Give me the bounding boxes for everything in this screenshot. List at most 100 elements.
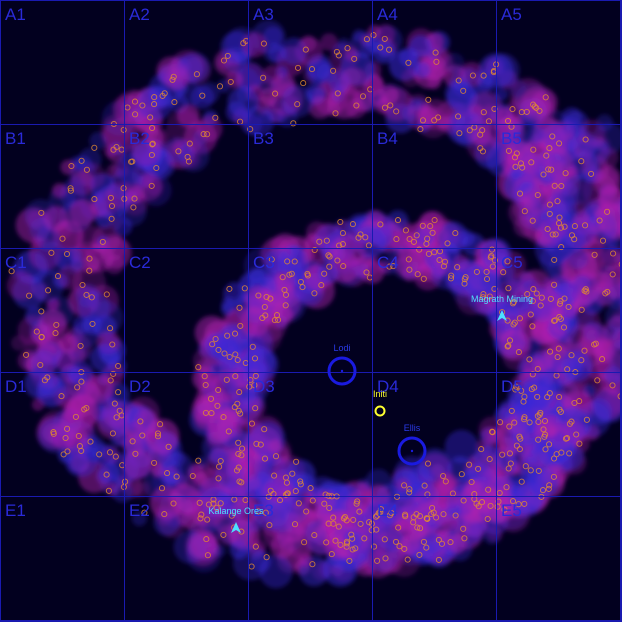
ore-deposit: [139, 102, 146, 109]
ore-deposit: [417, 126, 424, 133]
ore-deposit: [8, 268, 15, 275]
ore-deposit: [86, 267, 93, 274]
ore-deposit: [432, 49, 439, 56]
ore-deposit: [352, 545, 359, 552]
ore-deposit: [139, 432, 146, 439]
ore-deposit: [515, 349, 522, 356]
planet-label-ellis[interactable]: Ellis: [403, 423, 421, 433]
ore-deposit: [377, 221, 384, 228]
ore-deposit: [154, 433, 162, 440]
asteroid-cloud: [249, 348, 275, 374]
ore-deposit: [414, 524, 421, 531]
ore-deposit: [161, 511, 168, 518]
ore-deposit: [261, 426, 268, 433]
ore-deposit: [54, 273, 62, 280]
asteroid-cloud: [218, 493, 231, 505]
asteroid-cloud: [423, 533, 443, 553]
ore-deposit: [217, 457, 224, 465]
ore-deposit: [462, 274, 469, 281]
ore-deposit: [297, 478, 304, 485]
ore-deposit: [564, 366, 571, 373]
ore-deposit: [79, 281, 86, 289]
ore-deposit: [103, 291, 110, 298]
asteroid-cloud: [277, 493, 309, 525]
asteroid-cloud: [407, 104, 434, 131]
ore-deposit: [538, 294, 545, 301]
asteroid-clouds: [6, 19, 622, 589]
asteroid-cloud: [604, 366, 622, 385]
ore-deposit: [368, 527, 375, 534]
ore-deposit: [582, 222, 589, 229]
player-label-initi[interactable]: Initi: [372, 389, 388, 399]
ore-deposit: [578, 357, 585, 364]
ore-deposit: [149, 141, 156, 148]
asteroid-cloud: [268, 439, 282, 453]
asteroid-cloud: [521, 184, 551, 214]
asteroid-cloud: [131, 136, 162, 166]
ore-deposit: [512, 163, 519, 170]
ore-deposit: [511, 419, 518, 426]
ore-deposit: [151, 459, 158, 466]
ore-deposit: [109, 430, 116, 437]
ore-deposit: [237, 322, 244, 329]
ore-deposit: [529, 217, 536, 224]
ore-deposit: [480, 72, 487, 79]
ore-deposit: [361, 535, 368, 542]
asteroid-cloud: [453, 255, 470, 271]
ore-deposit: [405, 256, 412, 263]
ore-deposit: [527, 467, 534, 474]
ore-deposit: [435, 114, 442, 121]
station-label-magrath-mining[interactable]: Magrath Mining: [470, 294, 534, 304]
ore-deposit: [326, 504, 333, 512]
ore-deposit: [371, 543, 378, 550]
ore-deposit: [381, 35, 388, 42]
ore-deposit: [414, 271, 421, 278]
ore-deposit: [504, 258, 511, 265]
ore-deposit: [38, 209, 45, 216]
ore-deposit: [330, 514, 337, 521]
ore-deposit: [275, 316, 282, 323]
ore-deposit: [344, 45, 351, 52]
ore-deposit: [304, 270, 311, 277]
ore-deposit: [477, 131, 484, 138]
ore-deposit: [351, 55, 358, 62]
ore-deposit: [291, 521, 299, 528]
ore-deposit: [521, 500, 528, 507]
ore-deposit: [425, 250, 432, 257]
ore-deposit: [483, 268, 490, 275]
planet-label-lodi[interactable]: Lodi: [333, 343, 351, 353]
ore-deposit: [132, 111, 139, 118]
ore-deposit: [512, 386, 519, 393]
asteroid-cloud: [188, 137, 202, 152]
ore-deposit: [221, 350, 228, 357]
station-label-kalange-ores[interactable]: Kalange Ores: [208, 506, 264, 516]
ore-deposit: [148, 182, 155, 189]
ore-deposit: [381, 536, 388, 543]
ore-deposit: [516, 190, 524, 197]
grid-cell-label: C1: [5, 253, 27, 272]
ore-deposit: [452, 512, 459, 519]
ore-deposit: [239, 445, 246, 452]
ore-deposit: [311, 532, 318, 539]
ore-deposit: [406, 266, 413, 273]
asteroid-cloud: [437, 530, 451, 543]
grid-cell-label: D5: [501, 377, 523, 396]
asteroid-cloud: [223, 46, 250, 74]
ore-deposit: [255, 292, 262, 299]
asteroid-cloud: [89, 300, 124, 335]
asteroid-cloud: [367, 24, 382, 39]
ore-deposit: [424, 515, 431, 522]
ore-deposit: [554, 353, 561, 361]
asteroid-cloud: [100, 236, 132, 269]
ore-deposit: [544, 225, 551, 233]
asteroid-cloud: [409, 35, 432, 58]
ore-deposit: [282, 491, 289, 498]
ore-deposit: [60, 451, 67, 458]
ore-deposit: [107, 325, 114, 332]
ore-deposit: [201, 373, 208, 380]
ore-deposit: [231, 330, 239, 337]
ore-deposit: [552, 231, 559, 238]
ore-deposit: [232, 373, 239, 380]
asteroid-cloud: [466, 521, 487, 543]
